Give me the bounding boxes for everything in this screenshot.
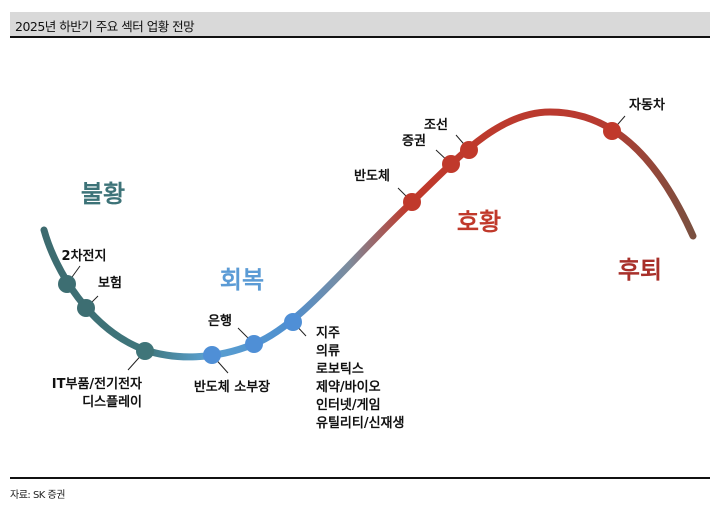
sector-label: 증권 — [402, 134, 426, 149]
sector-label: 인터넷/게임 — [316, 397, 381, 413]
marker-자동차 — [603, 122, 621, 140]
marker-IT부품 — [136, 342, 154, 360]
marker-조선 — [460, 141, 478, 159]
sector-label: 조선 — [424, 117, 448, 133]
cycle-curve — [40, 108, 697, 361]
marker-지주 — [284, 313, 302, 331]
sector-label: 반도체 소부장 — [194, 379, 270, 395]
sector-label: 디스플레이 — [82, 394, 142, 410]
phase-label: 회복 — [220, 266, 264, 294]
phase-label: 호황 — [457, 208, 501, 236]
marker-2차전지 — [58, 275, 76, 293]
leader-lines — [66, 115, 626, 374]
sector-label: 로보틱스 — [316, 361, 364, 377]
sector-label: 제약/바이오 — [316, 379, 381, 395]
marker-증권 — [442, 155, 460, 173]
sector-label: 은행 — [208, 313, 232, 329]
title-bar: 2025년 하반기 주요 섹터 업황 전망 — [10, 12, 710, 38]
phase-label: 불황 — [81, 180, 125, 208]
page-title: 2025년 하반기 주요 섹터 업황 전망 — [15, 19, 195, 34]
sector-label: 자동차 — [629, 97, 665, 113]
sector-label: 반도체 — [354, 168, 390, 184]
sector-label: 보험 — [98, 275, 122, 291]
sector-label: IT부품/전기전자 — [52, 376, 142, 392]
sector-label: 2차전지 — [62, 248, 107, 264]
phase-label: 후퇴 — [618, 256, 662, 284]
sector-label: 지주 — [316, 326, 340, 341]
source-note: 자료: SK 증권 — [10, 490, 65, 501]
marker-은행 — [245, 335, 263, 353]
marker-반도체소부장 — [203, 346, 221, 364]
sector-markers — [58, 122, 621, 364]
marker-보험 — [77, 299, 95, 317]
sector-label: 의류 — [316, 343, 340, 359]
marker-반도체 — [403, 193, 421, 211]
footer-divider — [10, 477, 710, 479]
sector-label: 유틸리티/신재생 — [316, 415, 404, 431]
